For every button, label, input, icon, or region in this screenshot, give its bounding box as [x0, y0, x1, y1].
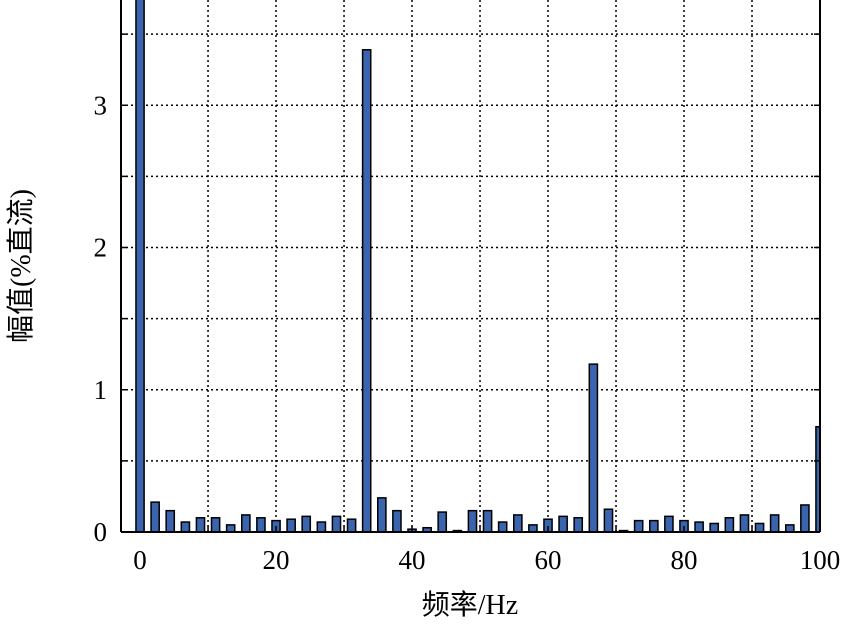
- bar: [633, 519, 644, 532]
- bar: [225, 524, 236, 532]
- bar: [331, 515, 342, 532]
- grid: [121, 0, 820, 532]
- bar: [664, 515, 674, 532]
- x-tick-label: 20: [263, 545, 290, 575]
- x-axis-label: 频率/Hz: [422, 589, 518, 621]
- bar: [135, 0, 145, 532]
- x-tick-label: 100: [800, 545, 841, 575]
- x-tick-label: 0: [133, 545, 147, 575]
- bar: [195, 517, 206, 532]
- bar: [180, 521, 191, 532]
- axes-frame: [120, 0, 821, 533]
- bar: [256, 517, 266, 532]
- bar: [210, 517, 221, 532]
- bar: [437, 511, 448, 532]
- bar: [709, 522, 720, 532]
- bar: [648, 519, 659, 532]
- bar: [528, 524, 538, 532]
- bar: [346, 518, 357, 532]
- bar: [482, 509, 493, 532]
- bar: [694, 521, 704, 532]
- bar: [558, 515, 568, 532]
- y-axis-label: 幅值(%直流): [5, 189, 37, 343]
- bar: [301, 515, 312, 532]
- bars: [135, 0, 820, 532]
- bar: [573, 517, 584, 532]
- bar: [603, 508, 614, 532]
- bar: [497, 521, 508, 532]
- tick-labels: 0 20 40 60 80 100 0 1 2 3: [94, 90, 841, 575]
- bar: [724, 517, 735, 532]
- bar: [543, 518, 553, 532]
- x-tick-label: 60: [535, 545, 562, 575]
- y-tick-label: 2: [94, 233, 108, 263]
- y-tick-label: 0: [94, 517, 108, 547]
- bar: [392, 509, 402, 532]
- bar: [800, 504, 810, 532]
- bar: [784, 524, 795, 532]
- bar: [377, 497, 387, 532]
- x-tick-label: 40: [399, 545, 426, 575]
- bar: [361, 49, 372, 532]
- x-tick-label: 80: [671, 545, 698, 575]
- y-tick-label: 3: [94, 90, 108, 120]
- bar: [512, 514, 523, 532]
- bar: [316, 521, 327, 532]
- bar: [165, 509, 176, 532]
- bar: [739, 514, 750, 532]
- y-tick-label: 1: [94, 375, 108, 405]
- bar: [150, 501, 160, 532]
- bar: [467, 509, 478, 532]
- bar: [754, 522, 765, 532]
- bar: [769, 514, 780, 532]
- bar: [241, 514, 251, 532]
- bar-group: [135, 0, 820, 532]
- bar: [588, 363, 599, 532]
- bar: [286, 518, 296, 532]
